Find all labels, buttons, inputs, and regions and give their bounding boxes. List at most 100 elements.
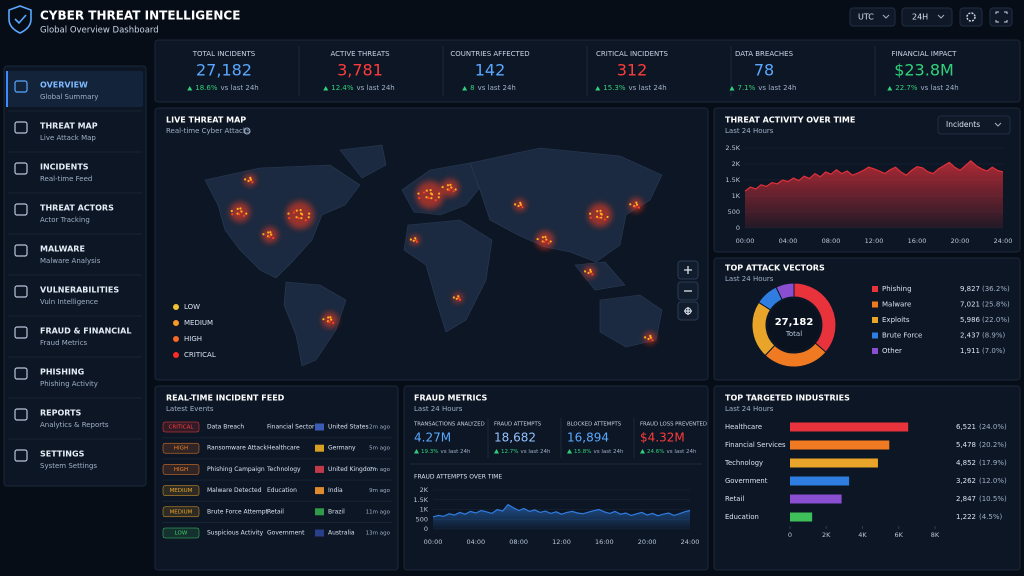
severity: LOW	[175, 531, 188, 537]
hotspot	[299, 209, 302, 212]
kpi-value: 27,182	[196, 61, 252, 80]
country: India	[328, 487, 343, 494]
hotspot	[591, 273, 594, 276]
hotspot	[637, 206, 640, 209]
hotspot-glow	[286, 201, 314, 229]
donut-total: 27,182	[775, 317, 814, 328]
flag	[315, 529, 324, 537]
nav-subtitle: Actor Tracking	[40, 216, 90, 224]
nav-title: THREAT ACTORS	[40, 204, 114, 213]
metric-change: 24.6% vs last 24h	[647, 449, 697, 455]
hotspot	[629, 203, 632, 206]
hotspot	[545, 238, 548, 241]
event-type: Ransomware Attack	[207, 445, 267, 452]
hotspot	[245, 212, 248, 215]
hotspot	[429, 189, 432, 192]
hotspot	[422, 191, 426, 194]
kpi-label: TOTAL INCIDENTS	[192, 50, 256, 58]
hotspot	[292, 211, 296, 214]
x-tick-label: 12:00	[865, 237, 884, 245]
hotspot	[417, 192, 420, 195]
hotspot	[300, 217, 303, 220]
hotspot	[242, 214, 246, 217]
nav-active	[6, 71, 143, 107]
range-label: 24H	[912, 13, 928, 22]
change: 22.7%	[895, 84, 918, 92]
bar-value: 4,852	[956, 459, 976, 467]
change: 24.6%	[647, 449, 664, 455]
hotspot	[449, 183, 452, 186]
up-arrow	[567, 449, 572, 454]
up-arrow	[414, 449, 419, 454]
event-type: Malware Detected	[207, 487, 262, 494]
donut-total-label: Total	[785, 330, 802, 338]
legend-swatch	[872, 348, 878, 354]
hotspot	[329, 316, 332, 319]
timezone-select[interactable]	[849, 7, 896, 27]
sector: Retail	[267, 508, 284, 515]
severity: HIGH	[174, 467, 188, 473]
hotspot	[647, 337, 650, 341]
severity-badge	[162, 506, 200, 518]
hotspot	[307, 216, 310, 219]
legend-label: Exploits	[882, 316, 910, 324]
settings-button[interactable]	[959, 7, 983, 27]
nav-subtitle: Live Attack Map	[40, 134, 96, 142]
metric-select[interactable]	[937, 115, 1011, 135]
legend-label: HIGH	[184, 335, 202, 343]
kpi-label: ACTIVE THREATS	[330, 50, 390, 58]
hotspot	[249, 178, 252, 181]
hotspot-glow	[262, 227, 278, 243]
change: 15.3%	[603, 84, 626, 92]
hotspot	[434, 199, 437, 202]
nav-icon	[14, 162, 28, 175]
change: 7.1%	[737, 84, 755, 92]
x-tick-label: 20:00	[638, 538, 657, 546]
chevron	[994, 122, 1002, 127]
kpi-value: 3,781	[337, 61, 383, 80]
up-arrow	[494, 449, 499, 454]
hotspot	[412, 239, 415, 242]
note: vs last 24h	[921, 84, 959, 92]
hotspot	[519, 201, 522, 205]
hotspot	[328, 320, 331, 323]
hotspot	[457, 295, 460, 298]
hotspot	[543, 240, 546, 244]
hotspot	[597, 216, 601, 219]
hotspot	[600, 216, 603, 219]
up-arrow	[595, 86, 601, 91]
hotspot	[544, 235, 547, 238]
severity-badge	[162, 527, 200, 539]
legend-count: 7,021	[960, 301, 980, 309]
app-title: CYBER THREAT INTELLIGENCE	[40, 9, 240, 23]
event-type: Data Breach	[207, 424, 244, 431]
y-tick-label: 0	[736, 224, 740, 232]
hotspot-glow	[441, 179, 459, 197]
hotspot	[606, 215, 609, 219]
hotspot	[267, 231, 270, 234]
hotspot	[517, 204, 520, 208]
logo-check	[14, 14, 27, 25]
flag	[315, 508, 324, 516]
hotspot	[635, 201, 638, 204]
severity-badge	[162, 442, 200, 454]
bar-share: (4.5%)	[979, 513, 1003, 521]
legend-swatch	[872, 332, 878, 339]
x-tick-label: 8K	[931, 531, 940, 539]
hotspot	[649, 334, 652, 338]
panel	[3, 65, 147, 487]
hotspot	[240, 210, 243, 213]
nav-title: OVERVIEW	[40, 81, 88, 90]
x-tick-label: 24:00	[994, 237, 1013, 245]
legend-percent: (36.2%)	[982, 285, 1010, 293]
range-select[interactable]	[901, 7, 953, 27]
landmass	[283, 281, 347, 367]
sector: Education	[267, 487, 297, 494]
fullscreen-button[interactable]	[989, 7, 1013, 27]
hotspot	[425, 189, 428, 192]
sector: Financial Sector	[267, 424, 315, 431]
hotspot	[437, 196, 440, 199]
x-tick-label: 24:00	[681, 538, 700, 546]
flag	[315, 444, 324, 452]
